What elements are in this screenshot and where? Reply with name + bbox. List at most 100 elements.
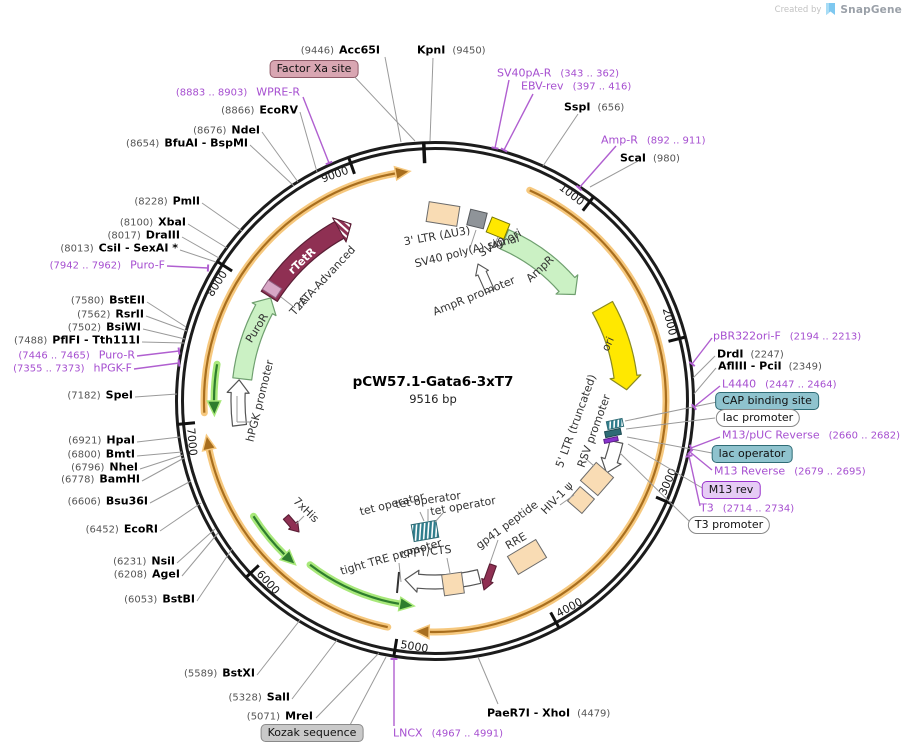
primer-label-m13-reverse[interactable]: M13 Reverse (2679 .. 2695)	[714, 464, 866, 478]
enzyme-label-bstbi[interactable]: (6053) BstBI	[124, 592, 195, 606]
enzyme-label-bsiwi[interactable]: (7502) BsiWI	[67, 320, 141, 334]
enzyme-label-rsrii[interactable]: (7562) RsrII	[77, 307, 144, 321]
t2a-block[interactable]	[261, 279, 283, 299]
leader-line	[181, 532, 219, 577]
enzyme-label-bsu36i[interactable]: (6606) Bsu36I	[67, 494, 148, 508]
cap-site-block-rect[interactable]	[605, 417, 625, 431]
sv40-polya-block-rect[interactable]	[466, 208, 488, 230]
ori-arrow[interactable]	[591, 300, 642, 391]
enzyme-label-bstxi[interactable]: (5589) BstXI	[183, 666, 255, 680]
boxed-label-lac-operator[interactable]: lac operator	[711, 445, 793, 463]
psi-block[interactable]	[566, 485, 596, 515]
enzyme-label-scai[interactable]: ScaI (980)	[620, 151, 680, 165]
enzyme-label-sspi[interactable]: SspI (656)	[564, 100, 625, 114]
t2a-block-rect[interactable]	[261, 279, 283, 299]
gene-arc-c	[309, 563, 401, 606]
enzyme-label-kpni[interactable]: KpnI (9450)	[417, 43, 486, 57]
psi-block-rect[interactable]	[566, 485, 596, 515]
m13-rev-block[interactable]	[603, 435, 619, 445]
leader-line	[429, 57, 434, 142]
enzyme-label-ndei[interactable]: (8676) NdeI	[193, 123, 260, 137]
boxed-label-factor-xa-site[interactable]: Factor Xa site	[269, 60, 359, 78]
enzyme-label-csii[interactable]: (8013) CsiI - SexAI *	[60, 241, 178, 255]
scale-tick-6000	[244, 564, 260, 579]
sv40-ori-block-rect[interactable]	[485, 216, 511, 240]
primer-label-amp-r[interactable]: Amp-R (892 .. 911)	[601, 133, 706, 147]
enzyme-label-hpai[interactable]: (6921) HpaI	[68, 433, 135, 447]
enzyme-label-ecori[interactable]: (6452) EcoRI	[85, 522, 158, 536]
enzyme-label-pmli[interactable]: (8228) PmlI	[134, 194, 200, 208]
ltr3-block-rect[interactable]	[425, 201, 461, 227]
boxed-label-m13-rev[interactable]: M13 rev	[701, 481, 761, 499]
sv40-ori-block[interactable]	[485, 216, 511, 240]
primer-label-sv40pa-r[interactable]: SV40pA-R (343 .. 362)	[497, 66, 620, 80]
m13-rev-block-rect[interactable]	[603, 435, 619, 445]
ltr3-block[interactable]	[425, 201, 461, 227]
boxed-label-lac-promoter[interactable]: lac promoter	[715, 409, 801, 427]
leader-line	[583, 456, 595, 467]
enzyme-label-bamhi[interactable]: (6778) BamHI	[61, 472, 140, 486]
enzyme-label-acc65i[interactable]: (9446) Acc65I	[300, 43, 380, 57]
ltr5-block-rect[interactable]	[579, 461, 615, 497]
snapgene-logo-icon	[826, 3, 836, 15]
rre-block[interactable]	[506, 538, 548, 576]
leader-line	[398, 562, 402, 583]
enzyme-label-pflfi[interactable]: (7488) PflFI - Tth111I	[14, 333, 140, 347]
primer-leader-line	[302, 96, 330, 164]
primer-label-m13-puc-reverse[interactable]: M13/pUC Reverse (2660 .. 2682)	[722, 428, 901, 442]
leader-line	[315, 652, 380, 719]
backbone-arc-left	[207, 448, 388, 629]
ltr5-block[interactable]	[579, 461, 615, 497]
gp41-peptide-arrow[interactable]	[481, 563, 497, 591]
enzyme-label-drdi[interactable]: DrdI (2247)	[717, 347, 784, 361]
enzyme-label-bsteii[interactable]: (7580) BstEII	[70, 293, 145, 307]
ampr-cds-arrow[interactable]	[499, 229, 579, 296]
cut-site-tick	[421, 141, 427, 164]
rre-block-rect[interactable]	[506, 538, 548, 576]
primer-site-mark	[325, 160, 333, 166]
enzyme-label-agei[interactable]: (6208) AgeI	[113, 567, 180, 581]
tet-operator-block-rect[interactable]	[410, 519, 440, 543]
enzyme-label-nhei[interactable]: (6796) NheI	[71, 460, 138, 474]
primer-label-t3[interactable]: T3 (2714 .. 2734)	[700, 501, 795, 515]
hpgk-promoter-arrow[interactable]	[226, 379, 250, 427]
backbone-arc-top-head	[393, 165, 412, 182]
boxed-label-kozak-sequence[interactable]: Kozak sequence	[260, 724, 364, 742]
puror-arrow[interactable]	[232, 297, 277, 381]
rsv-promoter-arrow[interactable]	[600, 439, 624, 474]
primer-label-wpre-r[interactable]: (8883 .. 8903) WPRE-R	[175, 85, 300, 99]
cap-site-block[interactable]	[605, 417, 625, 431]
ampr-promoter-arrow[interactable]	[475, 263, 495, 294]
enzyme-label-mrei[interactable]: (5071) MreI	[246, 709, 313, 723]
cppt-block[interactable]	[441, 571, 465, 597]
primer-label-lncx[interactable]: LNCX (4967 .. 4991)	[393, 726, 503, 740]
enzyme-label-afliii[interactable]: AflIII - PciI (2349)	[718, 359, 822, 373]
gene-arc-c-head	[397, 596, 416, 612]
enzyme-label-spei[interactable]: (7182) SpeI	[67, 388, 133, 402]
boxed-label-cap-binding-site[interactable]: CAP binding site	[715, 392, 819, 410]
primer-site-mark	[500, 147, 508, 153]
enzyme-label-nsii[interactable]: (6231) NsiI	[113, 554, 175, 568]
enzyme-label-sali[interactable]: (5328) SalI	[228, 690, 290, 704]
enzyme-label-paer7i[interactable]: PaeR7I - XhoI (4479)	[487, 706, 611, 720]
enzyme-label-bfuai[interactable]: (8654) BfuAI - BspMI	[126, 136, 248, 150]
enzyme-label-ecorv[interactable]: (8866) EcoRV	[221, 103, 298, 117]
primer-label-ebv-rev[interactable]: EBV-rev (397 .. 416)	[521, 79, 632, 93]
cppt-block-rect[interactable]	[441, 571, 465, 597]
lac-operator-block-rect[interactable]	[603, 427, 623, 439]
primer-label-l4440[interactable]: L4440 (2447 .. 2464)	[722, 377, 837, 391]
enzyme-label-bmti[interactable]: (6800) BmtI	[67, 447, 135, 461]
his-tag-arrow[interactable]	[282, 514, 300, 533]
enzyme-label-draiii[interactable]: (8017) DraIII	[107, 228, 180, 242]
leader-line	[619, 452, 691, 523]
boxed-label-t3-promoter[interactable]: T3 promoter	[687, 516, 771, 534]
tet-operator-block[interactable]	[410, 519, 440, 543]
primer-label-pbr322ori-f[interactable]: pBR322ori-F (2194 .. 2213)	[713, 329, 862, 343]
sv40-polya-block[interactable]	[466, 208, 488, 230]
leader-line	[434, 512, 444, 523]
lac-operator-block[interactable]	[603, 427, 623, 439]
primer-label-hpgk-f[interactable]: (7355 .. 7373) hPGK-F	[13, 361, 132, 375]
primer-label-puro-f[interactable]: (7942 .. 7962) Puro-F	[49, 258, 165, 272]
primer-label-puro-r[interactable]: (7446 .. 7465) Puro-R	[18, 348, 135, 362]
enzyme-label-xbai[interactable]: (8100) XbaI	[119, 215, 186, 229]
